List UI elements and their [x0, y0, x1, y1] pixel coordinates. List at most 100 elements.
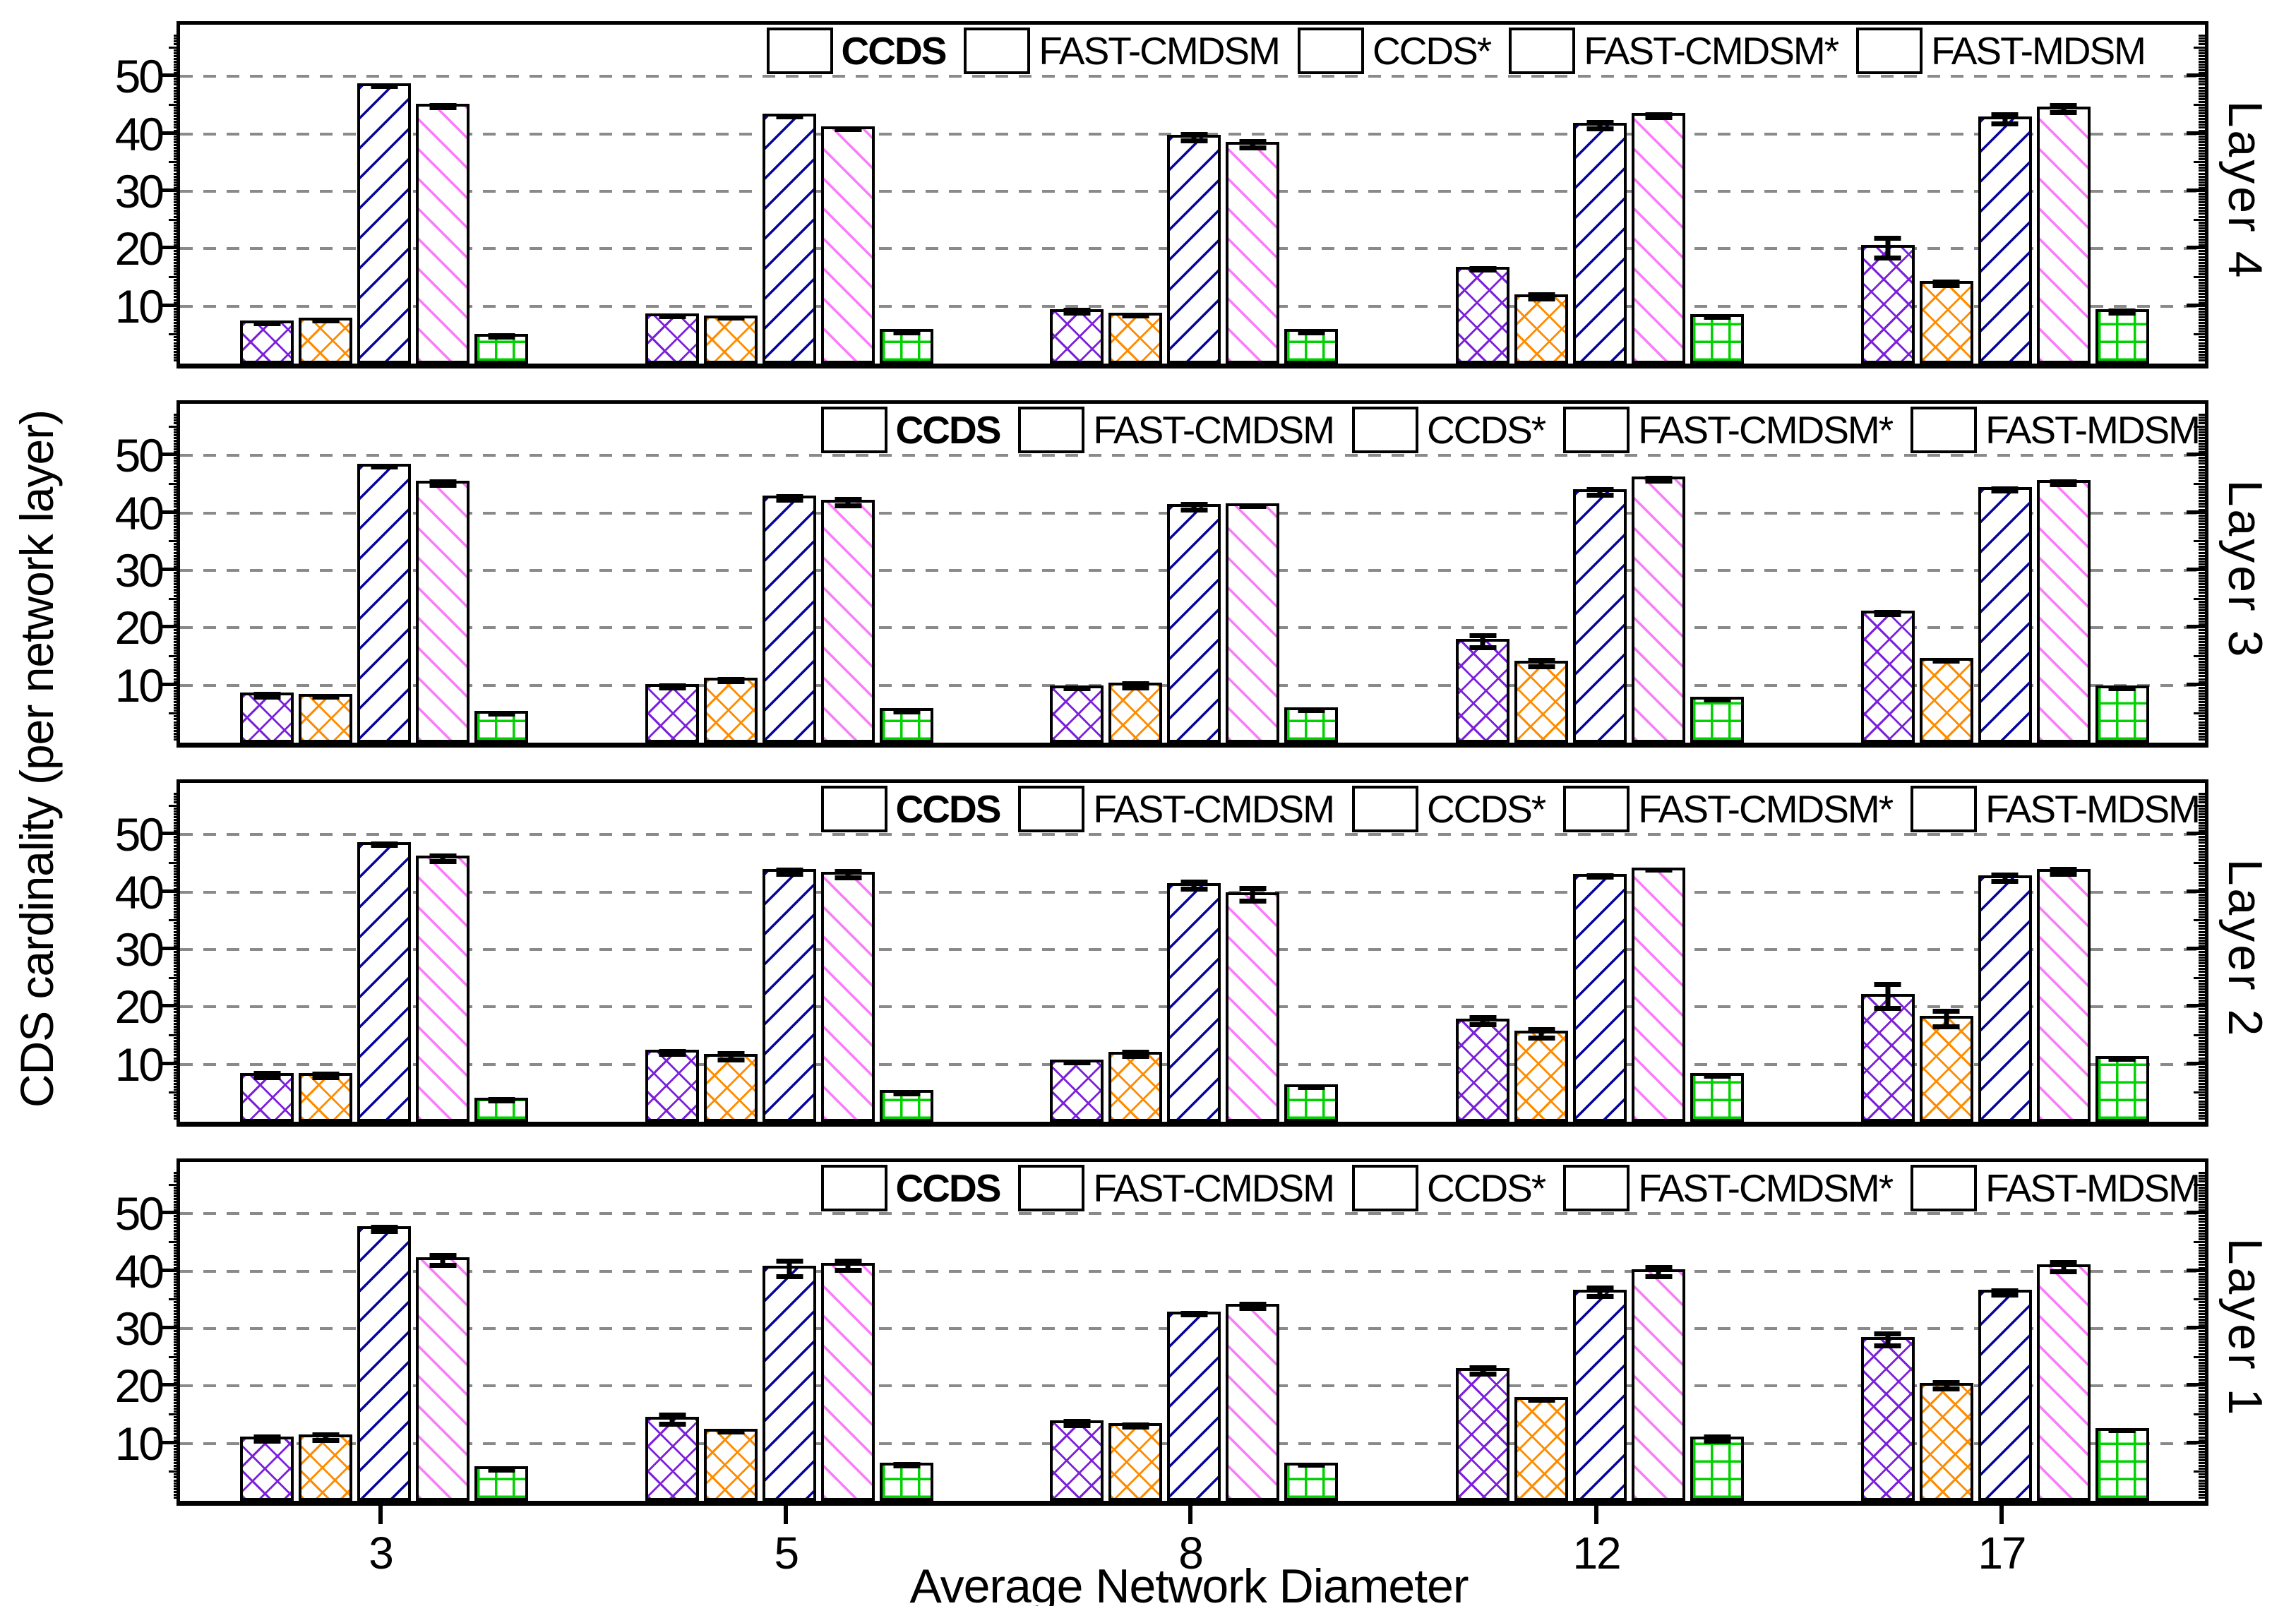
axis-minor-tick [162, 1061, 180, 1065]
axis-minor-tick [2199, 181, 2205, 184]
bar-ccds-x5 [645, 313, 700, 364]
axis-minor-tick [174, 606, 180, 609]
axis-minor-tick [2199, 560, 2205, 563]
bar-fast-cmdsmstar-x5 [821, 868, 875, 1122]
error-bar [264, 1434, 270, 1444]
bar-group-x3 [240, 83, 529, 364]
axis-minor-tick [2199, 339, 2205, 342]
axis-minor-tick [2194, 597, 2205, 600]
axis-minor-tick [174, 594, 180, 597]
axis-minor-tick [174, 1416, 180, 1419]
axis-minor-tick [174, 149, 180, 152]
axis-minor-tick [174, 1341, 180, 1344]
axis-minor-tick [174, 1275, 180, 1278]
axis-minor-tick [2199, 1286, 2205, 1289]
axis-minor-tick [2199, 465, 2205, 468]
axis-minor-tick [2199, 54, 2205, 57]
gridline-50 [180, 75, 2205, 78]
axis-minor-tick [162, 246, 180, 250]
axis-minor-tick [174, 1258, 180, 1261]
axis-minor-tick [174, 489, 180, 491]
axis-minor-tick [2199, 508, 2205, 511]
axis-minor-tick [2194, 103, 2205, 106]
axis-minor-tick [2199, 158, 2205, 161]
y-tick-label: 30 [114, 164, 165, 217]
axis-minor-tick [2199, 485, 2205, 488]
axis-minor-tick [174, 1200, 180, 1203]
axis-minor-tick [2199, 118, 2205, 121]
axis-minor-tick [174, 973, 180, 976]
axis-minor-tick [2199, 882, 2205, 885]
bar-group-x5 [645, 1258, 934, 1501]
error-bar [1191, 880, 1197, 892]
error-bar [1074, 685, 1080, 691]
error-bar [1308, 707, 1314, 714]
axis-minor-tick [169, 218, 180, 221]
axis-minor-tick [2199, 990, 2205, 993]
axis-minor-tick [174, 589, 180, 592]
axis-minor-tick [174, 580, 180, 583]
bar-group-x3 [240, 463, 529, 743]
axis-minor-tick [2187, 1325, 2205, 1329]
error-bar [2061, 1260, 2067, 1274]
axis-minor-tick [174, 1358, 180, 1361]
axis-minor-tick [174, 129, 180, 132]
legend-item-fast-cmdsmstar: FAST-CMDSM* [1563, 407, 1911, 453]
axis-minor-tick [174, 858, 180, 861]
axis-minor-tick [2199, 1100, 2205, 1103]
axis-minor-tick [2199, 1404, 2205, 1407]
axis-minor-tick [2199, 1068, 2205, 1071]
axis-minor-tick [2199, 1295, 2205, 1298]
axis-minor-tick [2199, 439, 2205, 442]
axis-minor-tick [174, 1008, 180, 1011]
axis-minor-tick [174, 916, 180, 919]
axis-minor-tick [2199, 1487, 2205, 1490]
axis-minor-tick [174, 1080, 180, 1083]
axis-minor-tick [174, 428, 180, 431]
bar-ccds-x5 [645, 1413, 700, 1501]
error-bar [2002, 112, 2008, 126]
axis-minor-tick [174, 1223, 180, 1226]
axis-minor-tick [2199, 1321, 2205, 1324]
axis-minor-tick [174, 167, 180, 169]
axis-minor-tick [2199, 66, 2205, 69]
axis-minor-tick [169, 1183, 180, 1186]
axis-minor-tick [174, 1252, 180, 1255]
axis-minor-tick [174, 135, 180, 138]
axis-minor-tick [169, 1413, 180, 1415]
axis-minor-tick [174, 503, 180, 505]
y-tick-label: 20 [114, 1360, 165, 1413]
axis-minor-tick [2199, 310, 2205, 313]
axis-minor-tick [2199, 818, 2205, 821]
axis-minor-tick [2199, 204, 2205, 207]
axis-minor-tick [162, 73, 180, 78]
axis-minor-tick [2199, 718, 2205, 721]
legend-item-ccdsstar: CCDS* [1351, 407, 1563, 453]
error-bar [1538, 657, 1544, 669]
axis-minor-tick [2199, 532, 2205, 534]
axis-minor-tick [2199, 1108, 2205, 1111]
axis-minor-tick [174, 97, 180, 100]
axis-minor-tick [2199, 901, 2205, 904]
axis-minor-tick [2199, 1318, 2205, 1321]
axis-minor-tick [2187, 188, 2205, 192]
axis-minor-tick [2199, 623, 2205, 626]
bar-ccds-x12 [1456, 633, 1510, 743]
axis-minor-tick [2199, 798, 2205, 801]
axis-minor-tick [2199, 138, 2205, 140]
axis-minor-tick [174, 1103, 180, 1105]
axis-minor-tick [174, 1235, 180, 1238]
axis-minor-tick [2199, 954, 2205, 957]
axis-minor-tick [2199, 1264, 2205, 1266]
axis-minor-tick [174, 1028, 180, 1031]
axis-minor-tick [174, 80, 180, 83]
error-bar [904, 1091, 909, 1095]
axis-minor-tick [174, 1100, 180, 1103]
error-bar [323, 1072, 328, 1080]
axis-minor-tick [174, 1367, 180, 1370]
axis-minor-tick [2199, 1083, 2205, 1086]
axis-minor-tick [2199, 239, 2205, 241]
bar-fast-mdsm-x5 [880, 1090, 934, 1122]
axis-minor-tick [2199, 971, 2205, 973]
bar-ccds-x3 [240, 320, 294, 364]
